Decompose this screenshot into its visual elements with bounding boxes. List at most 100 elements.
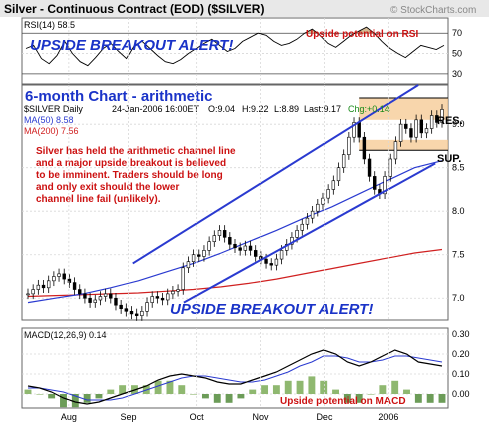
ma200-label: MA(200) 7.56 <box>24 126 79 136</box>
macd-hist-bar <box>438 394 446 403</box>
macd-hist-bar <box>60 394 67 408</box>
change-label: Chg:+0.14 <box>348 104 390 114</box>
price-bar <box>233 243 237 249</box>
last-label: Last:9.17 <box>304 104 341 114</box>
price-bar <box>362 136 367 160</box>
macd-hist-bar <box>249 389 257 394</box>
macd-tick-label: 0.30 <box>452 329 470 339</box>
price-bar <box>222 230 227 238</box>
macd-hist-bar <box>320 380 328 394</box>
macd-panel: MACD(12,26,9) 0.14 0.00 0.10 0.20 0.30 Upsi… <box>21 327 470 409</box>
price-bar <box>440 109 444 123</box>
price-ticks: 7.0 7.5 8.0 8.5 9.0 <box>452 119 465 303</box>
macd-hist-bar <box>154 380 162 394</box>
low-label: L:8.89 <box>274 104 299 114</box>
macd-hist-bar <box>284 380 292 394</box>
upside-alert-bottom: UPSIDE BREAKOUT ALERT! <box>170 301 373 318</box>
macd-hist-bar <box>83 394 91 403</box>
price-bar <box>181 267 185 290</box>
price-bar <box>26 293 30 296</box>
price-bar <box>109 293 113 299</box>
price-bar <box>119 304 123 309</box>
rsi-overbought-fill <box>358 27 367 34</box>
macd-tick-label: 0.10 <box>452 369 470 379</box>
price-bar <box>114 297 118 306</box>
price-bar <box>238 247 242 251</box>
watermark: © StockCharts.com <box>390 5 476 16</box>
price-bar <box>352 122 356 138</box>
macd-hist-bar <box>71 394 79 408</box>
rsi-panel-frame <box>21 17 449 85</box>
x-axis: Aug Sep Oct Nov Dec 2006 <box>61 18 398 422</box>
price-bar <box>419 119 424 134</box>
price-bar <box>279 250 284 260</box>
macd-potential-note: Upside potential on MACD <box>280 396 406 407</box>
price-tick-label: 8.0 <box>452 206 465 216</box>
macd-grid <box>22 333 448 395</box>
commentary-line: and only exit should the lower <box>36 182 179 193</box>
price-bar <box>171 290 175 295</box>
price-bar <box>253 250 258 257</box>
rsi-tick-label: 30 <box>452 69 462 79</box>
price-bar <box>145 302 149 312</box>
macd-hist-bar <box>119 385 127 394</box>
macd-hist-bar <box>343 394 351 403</box>
price-bar <box>435 115 439 123</box>
price-bar <box>424 128 429 134</box>
price-bar <box>207 241 211 251</box>
price-bar <box>269 263 273 266</box>
macd-hist-bar <box>36 394 44 395</box>
macd-ticks: 0.00 0.10 0.20 0.30 <box>452 329 470 399</box>
price-bar <box>83 293 87 299</box>
price-bar <box>295 230 299 238</box>
price-panel: 7.0 7.5 8.0 8.5 9.0 6-month Chart - arithmet… <box>21 84 465 321</box>
price-bar <box>124 308 129 312</box>
price-tick-label: 9.0 <box>452 119 465 129</box>
macd-hist-bar <box>201 394 209 399</box>
price-bar <box>398 123 403 142</box>
macd-hist-bar <box>355 394 363 403</box>
price-bar <box>93 299 97 303</box>
price-bar <box>414 119 418 138</box>
price-bar <box>409 128 413 138</box>
macd-title: MACD(12,26,9) 0.14 <box>24 330 107 340</box>
price-bar <box>217 230 222 236</box>
ma200-line <box>27 248 443 298</box>
price-bar <box>243 245 248 251</box>
macd-hist-bar <box>237 394 245 399</box>
price-tick-label: 8.5 <box>452 163 465 173</box>
macd-line <box>27 349 443 405</box>
price-bar <box>228 237 232 245</box>
price-bar <box>248 245 253 251</box>
price-bar <box>134 313 139 316</box>
price-bar <box>429 115 434 129</box>
price-tick-label: 7.5 <box>452 250 465 260</box>
price-bar <box>383 176 387 195</box>
x-tick-label: Sep <box>120 412 136 422</box>
price-bar <box>67 278 72 283</box>
price-bar <box>321 197 325 205</box>
macd-hist-bar <box>403 389 410 394</box>
macd-hist-bar <box>225 394 233 403</box>
x-tick-label: Nov <box>253 412 270 422</box>
macd-hist-bar <box>296 380 304 394</box>
price-bar <box>274 258 279 266</box>
macd-panel-frame <box>21 327 449 409</box>
rsi-panel: RSI(14) 58.5 30 50 70 UPSIDE BREAKOUT ALER… <box>21 17 462 85</box>
macd-hist-bar <box>178 385 186 394</box>
rsi-tick-label: 70 <box>452 28 462 38</box>
macd-hist-bar <box>213 394 221 403</box>
price-bar <box>404 123 408 129</box>
res-sup-bands <box>359 97 448 151</box>
macd-hist-bar <box>308 376 316 394</box>
price-bar <box>140 310 144 316</box>
sup-label: SUP. <box>437 153 461 165</box>
price-bar <box>186 261 191 269</box>
price-bar <box>155 296 160 299</box>
price-bar <box>326 189 330 199</box>
symbol-label: $SILVER Daily <box>24 104 83 114</box>
price-bar <box>388 158 392 177</box>
price-tick-label: 7.0 <box>452 293 465 303</box>
macd-hist-bar <box>48 394 56 399</box>
